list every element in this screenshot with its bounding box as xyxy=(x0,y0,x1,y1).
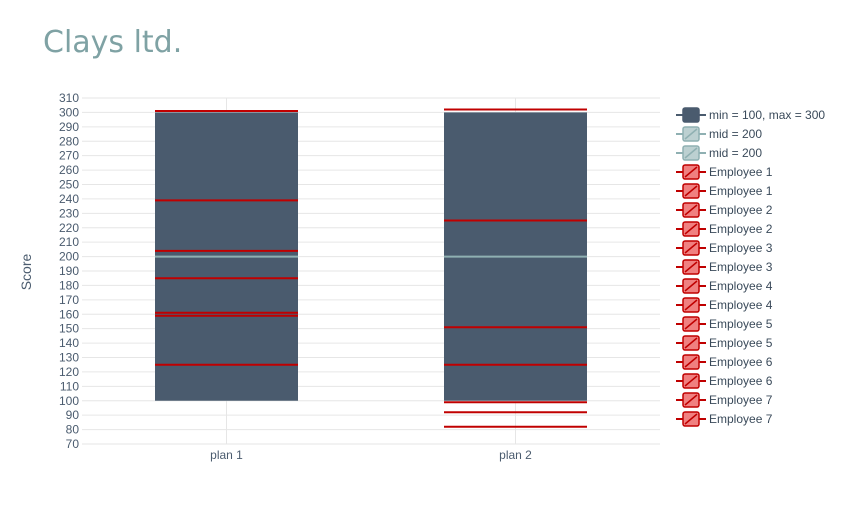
y-tick-label: 260 xyxy=(59,163,79,177)
legend-label: Employee 1 xyxy=(709,165,773,179)
y-tick-label: 310 xyxy=(59,91,79,105)
legend-label: Employee 5 xyxy=(709,336,773,350)
y-tick-label: 90 xyxy=(66,408,80,422)
y-tick-label: 70 xyxy=(66,437,80,451)
legend-label: Employee 3 xyxy=(709,241,773,255)
legend-item[interactable]: Employee 1 xyxy=(676,164,773,180)
legend-swatch-hatch xyxy=(684,128,698,140)
legend-label: Employee 1 xyxy=(709,184,773,198)
y-tick-label: 120 xyxy=(59,365,79,379)
legend-item[interactable]: Employee 1 xyxy=(676,183,773,199)
y-tick-label: 150 xyxy=(59,322,79,336)
legend-label: Employee 2 xyxy=(709,222,773,236)
y-tick-label: 270 xyxy=(59,149,79,163)
legend-item[interactable]: Employee 3 xyxy=(676,259,773,275)
y-tick-label: 280 xyxy=(59,134,79,148)
legend-swatch-hatch xyxy=(684,223,698,235)
y-tick-label: 160 xyxy=(59,307,79,321)
legend-item[interactable]: min = 100, max = 300 xyxy=(676,107,825,123)
legend-item[interactable]: Employee 2 xyxy=(676,221,773,237)
marker-lines xyxy=(155,108,587,428)
y-tick-label: 290 xyxy=(59,120,79,134)
y-tick-label: 180 xyxy=(59,278,79,292)
legend-item[interactable]: mid = 200 xyxy=(676,126,762,142)
legend-label: min = 100, max = 300 xyxy=(709,108,825,122)
legend-item[interactable]: Employee 6 xyxy=(676,354,773,370)
legend-label: Employee 4 xyxy=(709,298,773,312)
legend-item[interactable]: Employee 3 xyxy=(676,240,773,256)
legend-swatch-hatch xyxy=(684,299,698,311)
y-tick-label: 130 xyxy=(59,351,79,365)
legend-label: Employee 4 xyxy=(709,279,773,293)
x-axis-ticks: plan 1 plan 2 xyxy=(210,448,532,462)
y-tick-label: 220 xyxy=(59,221,79,235)
legend-swatch xyxy=(682,107,700,123)
legend-swatch-hatch xyxy=(684,318,698,330)
legend-label: Employee 3 xyxy=(709,260,773,274)
chart-title: Clays ltd. xyxy=(43,25,182,60)
legend-item[interactable]: Employee 6 xyxy=(676,373,773,389)
legend-label: Employee 6 xyxy=(709,374,773,388)
legend-swatch-hatch xyxy=(684,242,698,254)
legend-item[interactable]: Employee 4 xyxy=(676,297,773,313)
legend-label: Employee 2 xyxy=(709,203,773,217)
legend-label: mid = 200 xyxy=(709,127,762,141)
y-tick-label: 80 xyxy=(66,423,80,437)
y-tick-label: 300 xyxy=(59,105,79,119)
y-tick-label: 240 xyxy=(59,192,79,206)
legend-swatch-hatch xyxy=(684,375,698,387)
legend-swatch-hatch xyxy=(684,204,698,216)
legend-item[interactable]: Employee 7 xyxy=(676,392,773,408)
legend-label: Employee 5 xyxy=(709,317,773,331)
legend-swatch-hatch xyxy=(684,261,698,273)
legend-swatch-hatch xyxy=(684,394,698,406)
legend-label: mid = 200 xyxy=(709,146,762,160)
legend-label: Employee 7 xyxy=(709,412,773,426)
legend-item[interactable]: Employee 4 xyxy=(676,278,773,294)
legend-item[interactable]: mid = 200 xyxy=(676,145,762,161)
legend-label: Employee 6 xyxy=(709,355,773,369)
y-tick-label: 140 xyxy=(59,336,79,350)
x-tick-label: plan 1 xyxy=(210,448,243,462)
legend-swatch-hatch xyxy=(684,185,698,197)
y-tick-label: 110 xyxy=(60,379,79,393)
y-axis-title: Score xyxy=(18,254,34,291)
legend-item[interactable]: Employee 5 xyxy=(676,316,773,332)
y-axis-ticks: 7080901001101201301401501601701801902002… xyxy=(59,91,79,451)
legend-item[interactable]: Employee 2 xyxy=(676,202,773,218)
legend-item[interactable]: Employee 7 xyxy=(676,411,773,427)
y-tick-label: 210 xyxy=(59,235,79,249)
legend-swatch-hatch xyxy=(684,166,698,178)
y-tick-label: 190 xyxy=(59,264,79,278)
legend-swatch-hatch xyxy=(684,337,698,349)
y-tick-label: 200 xyxy=(59,250,79,264)
legend-swatch-hatch xyxy=(684,280,698,292)
legend-swatch-hatch xyxy=(684,356,698,368)
legend-label: Employee 7 xyxy=(709,393,773,407)
legend-swatch-hatch xyxy=(684,147,698,159)
y-tick-label: 100 xyxy=(59,394,79,408)
x-tick-label: plan 2 xyxy=(499,448,532,462)
y-tick-label: 230 xyxy=(59,206,79,220)
legend[interactable]: min = 100, max = 300 mid = 200 mid = 200 Em… xyxy=(676,107,825,427)
legend-item[interactable]: Employee 5 xyxy=(676,335,773,351)
y-tick-label: 250 xyxy=(59,178,79,192)
y-tick-label: 170 xyxy=(59,293,79,307)
legend-swatch-hatch xyxy=(684,413,698,425)
